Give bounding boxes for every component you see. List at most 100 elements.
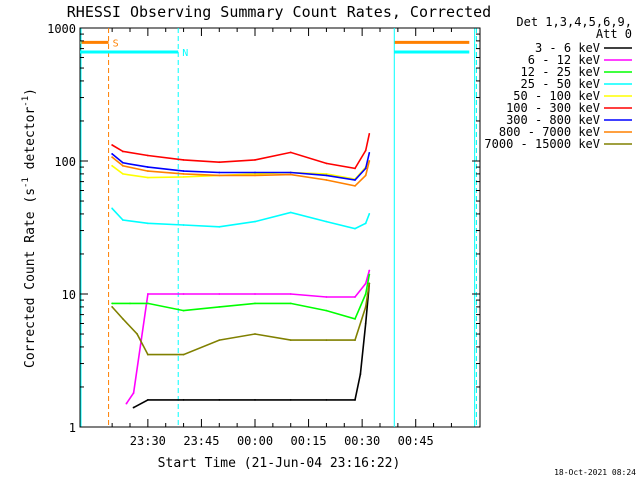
data-point	[129, 302, 131, 305]
legend-label: 7000 - 15000 keV	[484, 137, 600, 151]
y-axis-label-exp-1: -1	[21, 177, 31, 188]
data-point	[218, 174, 221, 177]
data-point	[146, 176, 149, 179]
data-point	[218, 171, 221, 174]
y-axis-label-part-2: detector	[23, 107, 38, 178]
data-point	[182, 158, 185, 161]
data-point	[354, 167, 356, 170]
legend-label: 300 - 800 keV	[506, 113, 600, 127]
data-point	[111, 153, 114, 155]
data-point	[359, 373, 362, 375]
plot-frame	[79, 27, 481, 428]
data-point	[146, 398, 149, 401]
data-point	[182, 172, 185, 175]
data-point	[289, 171, 292, 174]
data-point	[125, 402, 128, 405]
data-point	[254, 174, 256, 177]
data-point	[182, 293, 185, 295]
data-point	[368, 269, 371, 272]
data-point	[111, 302, 114, 305]
data-point	[368, 273, 371, 276]
data-point	[368, 132, 371, 135]
y-tick-label: 1	[69, 421, 76, 435]
chart-title: RHESSI Observing Summary Count Rates, Co…	[67, 3, 491, 21]
x-tick-label: 00:00	[237, 434, 273, 448]
data-point	[354, 184, 356, 187]
data-point	[111, 156, 114, 158]
data-point	[111, 144, 114, 146]
data-point	[289, 339, 292, 342]
data-point	[254, 172, 256, 175]
legend-label: 50 - 100 keV	[513, 89, 600, 103]
data-point	[325, 309, 328, 312]
data-point	[364, 149, 367, 152]
data-point	[364, 167, 367, 170]
data-point	[218, 293, 221, 295]
data-point	[364, 282, 367, 285]
data-point	[354, 398, 356, 401]
marker-label-n: N	[182, 48, 188, 59]
y-axis-label-part-3: )	[23, 88, 38, 96]
data-point	[325, 162, 328, 165]
series-line	[111, 133, 371, 170]
x-tick-label: 00:15	[291, 434, 327, 448]
data-point	[111, 207, 114, 210]
data-point	[354, 317, 356, 320]
data-point	[121, 317, 124, 320]
data-point	[218, 398, 221, 401]
data-point	[182, 170, 185, 172]
data-point	[289, 173, 292, 176]
data-point	[146, 166, 149, 168]
data-point	[289, 302, 292, 305]
data-point	[254, 220, 256, 223]
data-point	[325, 179, 328, 181]
legend-label: 25 - 50 keV	[521, 77, 600, 91]
timestamp: 18-Oct-2021 08:24	[554, 468, 636, 477]
data-point	[254, 171, 256, 174]
data-point	[364, 293, 367, 295]
data-point	[182, 224, 185, 226]
series-line	[111, 207, 371, 230]
data-point	[325, 398, 328, 401]
data-point	[146, 222, 149, 225]
data-point	[218, 225, 221, 228]
data-point	[146, 293, 149, 295]
data-point	[325, 339, 328, 342]
data-point	[146, 302, 149, 305]
data-point	[364, 305, 367, 308]
data-point	[364, 222, 367, 225]
data-point	[289, 151, 292, 154]
y-tick-label: 10	[62, 288, 76, 302]
data-point	[218, 161, 221, 164]
x-tick-label: 23:30	[130, 434, 166, 448]
legend-label: 3 - 6 keV	[535, 41, 600, 55]
data-point	[182, 309, 185, 312]
x-axis-label: Start Time (21-Jun-04 23:16:22)	[158, 456, 401, 471]
data-point	[368, 282, 371, 285]
legend-label: 800 - 7000 keV	[499, 125, 600, 139]
y-axis-label-part-1: Corrected Count Rate (s	[23, 188, 38, 368]
legend-label: 12 - 25 keV	[521, 65, 600, 79]
data-point	[121, 219, 124, 221]
series-line	[111, 283, 371, 356]
data-point	[132, 392, 135, 394]
data-point	[218, 339, 221, 342]
data-point	[325, 296, 328, 298]
data-point	[325, 174, 328, 177]
data-point	[121, 172, 124, 175]
data-point	[254, 293, 256, 295]
x-tick-label: 00:45	[398, 434, 434, 448]
data-point	[368, 213, 371, 215]
data-point	[325, 220, 328, 223]
legend-label: 6 - 12 keV	[528, 53, 600, 67]
x-tick-label: 00:30	[344, 434, 380, 448]
y-tick-label: 1000	[47, 22, 76, 36]
data-point	[132, 406, 135, 409]
data-point	[146, 353, 149, 356]
data-point	[146, 170, 149, 172]
data-point	[368, 152, 371, 154]
data-point	[254, 158, 256, 161]
data-point	[354, 227, 356, 230]
attenuator-markers: SN	[80, 28, 477, 427]
